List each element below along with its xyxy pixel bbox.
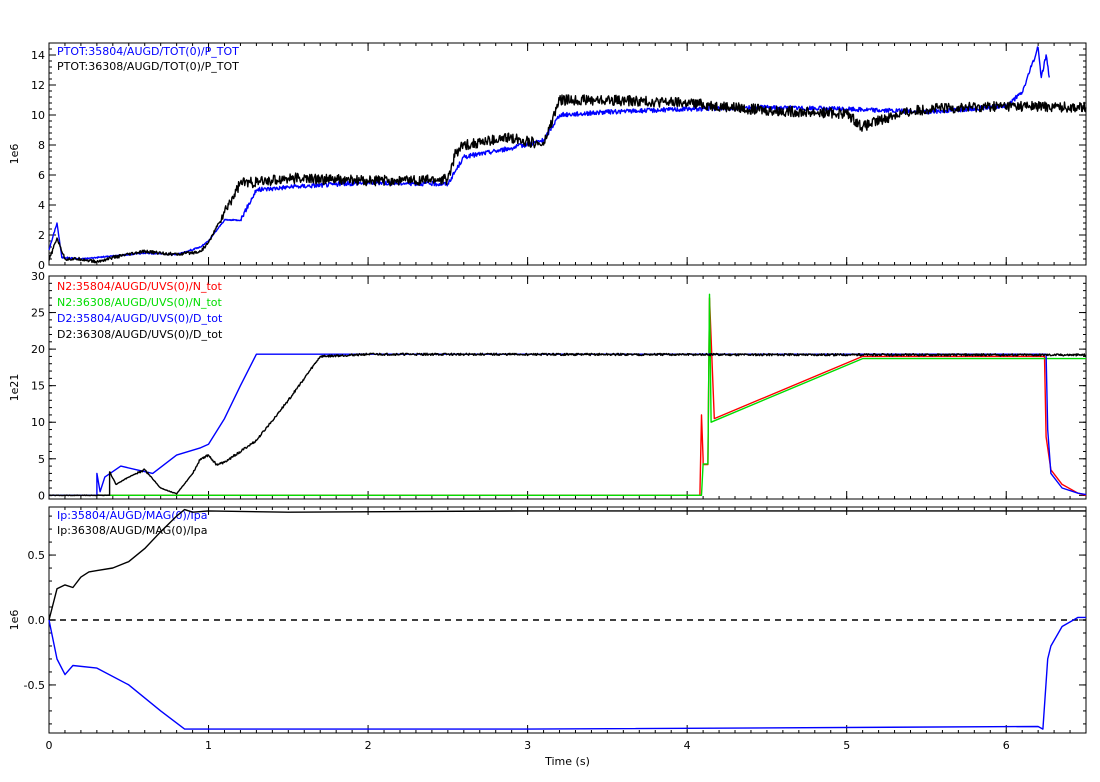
y-tick-label: 30 xyxy=(31,270,45,283)
y-tick-label: 4 xyxy=(38,199,45,212)
legend-entry: N2:36308/AUGD/UVS(0)/N_tot xyxy=(57,296,223,309)
x-tick-label: 3 xyxy=(524,739,531,752)
y-tick-label: 8 xyxy=(38,139,45,152)
y-tick-label: 12 xyxy=(31,79,45,92)
series-line xyxy=(48,46,1050,260)
x-tick-label: 2 xyxy=(365,739,372,752)
legend-entry: PTOT:35804/AUGD/TOT(0)/P_TOT xyxy=(57,45,239,58)
y-tick-label: 5 xyxy=(38,453,45,466)
legend-entry: PTOT:36308/AUGD/TOT(0)/P_TOT xyxy=(57,60,239,73)
legend-entry: D2:35804/AUGD/UVS(0)/D_tot xyxy=(57,312,223,325)
y-tick-label: 6 xyxy=(38,169,45,182)
y-tick-label: 0 xyxy=(38,259,45,272)
y-tick-label: -0.5 xyxy=(24,679,45,692)
y-tick-label: 0 xyxy=(38,489,45,502)
legend-entry: D2:36308/AUGD/UVS(0)/D_tot xyxy=(57,328,223,341)
x-tick-label: 4 xyxy=(684,739,691,752)
legend-entry: Ip:36308/AUGD/MAG(0)/Ipa xyxy=(57,524,208,537)
y-tick-label: 2 xyxy=(38,229,45,242)
y-tick-label: 20 xyxy=(31,343,45,356)
y-axis-label: 1e21 xyxy=(8,374,21,402)
y-tick-label: 10 xyxy=(31,416,45,429)
series-line xyxy=(48,352,1087,497)
y-axis-label: 1e6 xyxy=(8,144,21,165)
y-tick-label: 0.5 xyxy=(28,549,46,562)
y-tick-label: 0.0 xyxy=(28,614,46,627)
y-tick-label: 14 xyxy=(31,49,45,62)
panel-frame xyxy=(48,42,1087,266)
y-tick-label: 10 xyxy=(31,109,45,122)
series-line xyxy=(48,616,1086,730)
legend-entry: N2:35804/AUGD/UVS(0)/N_tot xyxy=(57,280,223,293)
y-tick-label: 25 xyxy=(31,307,45,320)
y-axis-label: 1e6 xyxy=(8,610,21,631)
series-line xyxy=(49,293,1086,496)
x-axis-label: Time (s) xyxy=(544,755,590,768)
x-tick-label: 5 xyxy=(843,739,850,752)
series-line xyxy=(49,353,1087,496)
x-tick-label: 6 xyxy=(1003,739,1010,752)
series-line xyxy=(48,94,1087,264)
x-tick-label: 0 xyxy=(46,739,53,752)
panel-frame xyxy=(48,275,1087,500)
series-line xyxy=(48,508,1086,621)
y-tick-label: 15 xyxy=(31,380,45,393)
x-tick-label: 1 xyxy=(205,739,212,752)
legend-entry: Ip:35804/AUGD/MAG(0)/Ipa xyxy=(57,509,208,522)
series-line xyxy=(49,297,1087,496)
